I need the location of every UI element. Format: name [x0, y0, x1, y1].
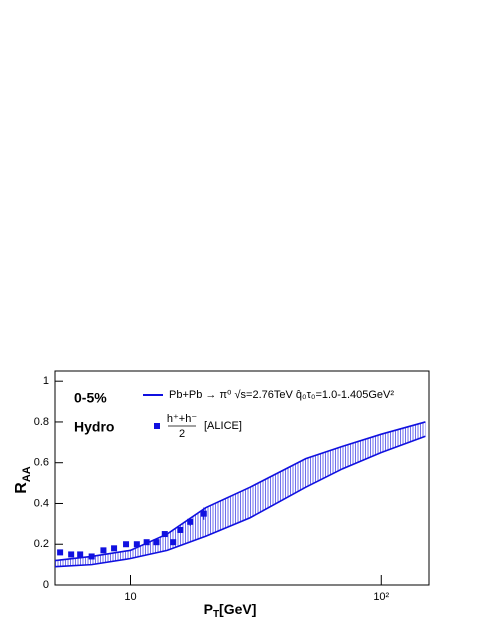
x-axis-label: PT[GeV]: [204, 601, 257, 620]
data-point: [100, 547, 107, 554]
annotation: 0-5%: [74, 390, 107, 406]
y-tick-label: 0.8: [34, 416, 49, 428]
data-point: [187, 518, 194, 525]
band-fill: [55, 421, 426, 567]
data-point: [133, 541, 140, 548]
annotation: Hydro: [74, 419, 114, 435]
y-tick-label: 0.2: [34, 538, 49, 550]
data-point: [170, 539, 177, 546]
legend-label: [ALICE]: [204, 420, 242, 432]
y-tick-label: 0.6: [34, 457, 49, 469]
y-tick-label: 1: [43, 375, 49, 387]
legend-label: Pb+Pb → π⁰ √s=2.76TeV q̂₀τ₀=1.0-1.405GeV…: [169, 389, 394, 401]
y-tick-label: 0: [43, 579, 49, 591]
data-point: [88, 553, 95, 560]
data-point: [177, 526, 184, 533]
data-point: [123, 541, 130, 548]
legend-fraction-top: h⁺+h⁻: [167, 413, 197, 425]
band-edge: [54, 421, 426, 562]
y-axis-label: RAA: [13, 466, 33, 494]
data-point: [57, 549, 64, 556]
data-point: [200, 510, 207, 517]
plot-frame: [54, 370, 430, 586]
x-label-main: P: [204, 601, 213, 617]
data-point: [77, 551, 84, 558]
y-label-sub: AA: [21, 466, 33, 482]
x-tick-label: 10²: [373, 591, 389, 603]
data-point: [153, 539, 160, 546]
x-label-rest: [GeV]: [219, 601, 256, 617]
legend-marker: [154, 423, 160, 429]
y-tick-label: 0.4: [34, 497, 49, 509]
data-point: [68, 551, 75, 558]
data-point: [143, 539, 150, 546]
band-edge: [54, 435, 426, 568]
y-label-main: R: [13, 482, 30, 494]
data-point: [111, 545, 118, 552]
x-tick-label: 10: [124, 591, 136, 603]
legend-fraction-bottom: 2: [179, 428, 185, 440]
x-label-sub: T: [213, 609, 219, 620]
data-point: [161, 531, 168, 538]
